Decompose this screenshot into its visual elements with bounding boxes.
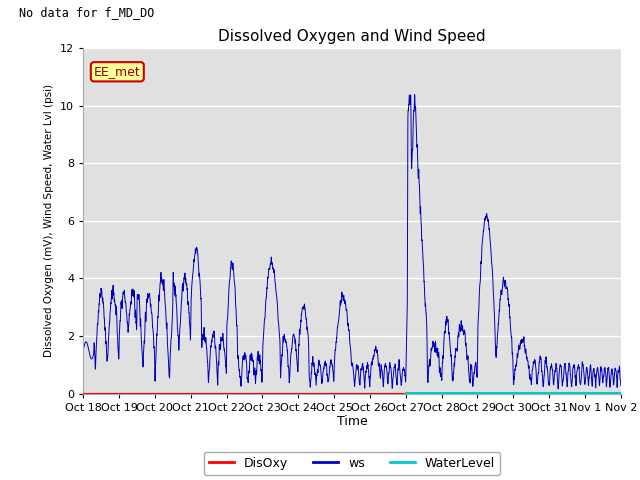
Title: Dissolved Oxygen and Wind Speed: Dissolved Oxygen and Wind Speed <box>218 29 486 44</box>
Y-axis label: Dissolved Oxygen (mV), Wind Speed, Water Lvl (psi): Dissolved Oxygen (mV), Wind Speed, Water… <box>45 84 54 358</box>
Text: EE_met: EE_met <box>94 65 141 78</box>
X-axis label: Time: Time <box>337 415 367 429</box>
Text: No data for f_MD_DO: No data for f_MD_DO <box>19 7 154 20</box>
Legend: DisOxy, ws, WaterLevel: DisOxy, ws, WaterLevel <box>204 452 500 475</box>
